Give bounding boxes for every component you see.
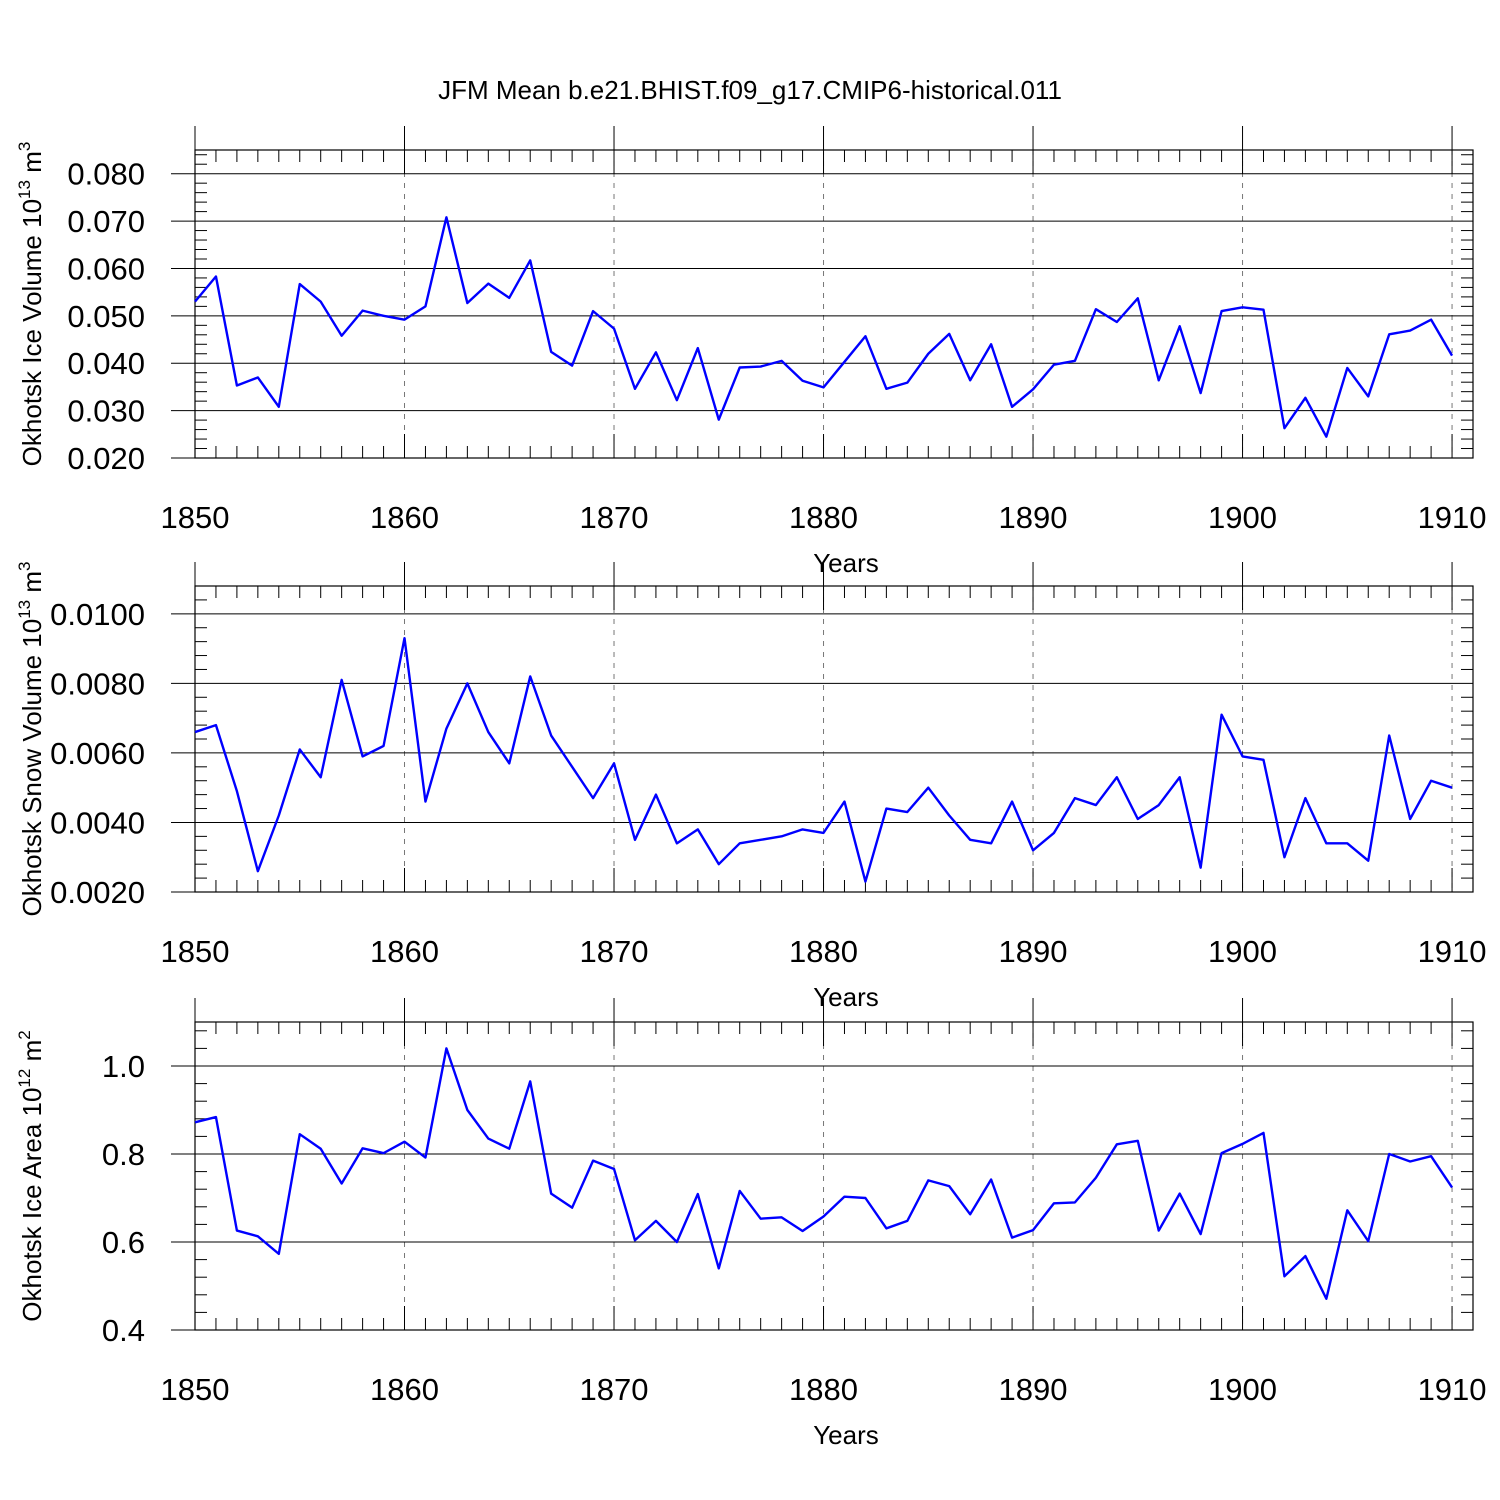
x-tick-label: 1890 xyxy=(999,1372,1068,1407)
x-tick-label: 1900 xyxy=(1208,934,1277,969)
x-tick-label: 1910 xyxy=(1418,934,1487,969)
y-axis-title-part: 13 xyxy=(15,180,34,199)
panel-2: 0.0020 0.0040 0.0060 0.0080 0.0100 1850 1860 18… xyxy=(15,562,1487,1013)
y-tick-label: 0.060 xyxy=(67,251,145,286)
y-axis-title-part: 2 xyxy=(15,1030,34,1039)
y-tick-label: 0.080 xyxy=(67,157,145,192)
y-axis-title: Okhotsk Ice Area 1012 m2 xyxy=(15,1030,47,1321)
y-tick-label: 0.030 xyxy=(67,394,145,429)
x-tick-label: 1890 xyxy=(999,500,1068,535)
y-axis-title-part: 3 xyxy=(15,562,34,571)
y-tick-label: 0.070 xyxy=(67,204,145,239)
y-tick-label: 0.6 xyxy=(102,1225,145,1260)
y-axis-title-part: 13 xyxy=(15,600,34,619)
y-axis-title-part: Okhotsk Snow Volume 10 xyxy=(17,619,47,917)
y-axis-title: Okhotsk Ice Volume 1013 m3 xyxy=(15,142,47,467)
x-tick-label: 1860 xyxy=(370,934,439,969)
x-tick-label: 1880 xyxy=(789,500,858,535)
x-tick-label: 1910 xyxy=(1418,1372,1487,1407)
panel-3: 0.4 0.6 0.8 1.0 1850 1860 1870 1880 1890 1900 1910… xyxy=(15,998,1487,1450)
x-tick-label: 1860 xyxy=(370,500,439,535)
y-axis-title-part: 3 xyxy=(15,142,34,151)
series-line xyxy=(194,216,1454,438)
y-tick-label: 1.0 xyxy=(102,1049,145,1084)
x-tick-label: 1860 xyxy=(370,1372,439,1407)
x-tick-label: 1910 xyxy=(1418,500,1487,535)
x-tick-label: 1850 xyxy=(161,1372,230,1407)
y-tick-label: 0.050 xyxy=(67,299,145,334)
series-line xyxy=(194,1047,1454,1300)
x-tick-label: 1900 xyxy=(1208,1372,1277,1407)
panel-1: 0.020 0.030 0.040 0.050 0.060 0.070 0.080 1850 1… xyxy=(15,126,1487,578)
y-axis-title-part: m xyxy=(17,571,47,600)
y-tick-label: 0.0060 xyxy=(50,736,145,771)
series-line xyxy=(194,636,1453,883)
x-tick-label: 1880 xyxy=(789,1372,858,1407)
x-axis-title: Years xyxy=(813,548,879,578)
y-axis-title-part: m xyxy=(17,1040,47,1069)
x-tick-label: 1870 xyxy=(580,1372,649,1407)
y-axis-title-part: Okhotsk Ice Area 10 xyxy=(17,1088,47,1322)
x-tick-label: 1850 xyxy=(161,934,230,969)
x-axis-title: Years xyxy=(813,1420,879,1450)
y-axis-title: Okhotsk Snow Volume 1013 m3 xyxy=(15,562,47,917)
panels: 0.020 0.030 0.040 0.050 0.060 0.070 0.080 1850 1… xyxy=(15,126,1487,1450)
x-tick-label: 1900 xyxy=(1208,500,1277,535)
x-tick-label: 1870 xyxy=(580,934,649,969)
x-tick-label: 1850 xyxy=(161,500,230,535)
y-tick-label: 0.4 xyxy=(102,1313,145,1348)
y-tick-label: 0.0100 xyxy=(50,597,145,632)
y-tick-label: 0.020 xyxy=(67,441,145,476)
y-axis-title-part: Okhotsk Ice Volume 10 xyxy=(17,199,47,466)
plot-frame xyxy=(194,1021,1474,1331)
y-axis-title-part: 12 xyxy=(15,1069,34,1088)
x-axis-title: Years xyxy=(813,982,879,1012)
x-tick-label: 1870 xyxy=(580,500,649,535)
y-tick-label: 0.040 xyxy=(67,346,145,381)
x-tick-label: 1880 xyxy=(789,934,858,969)
y-tick-label: 0.0080 xyxy=(50,666,145,701)
x-tick-label: 1890 xyxy=(999,934,1068,969)
y-tick-label: 0.0040 xyxy=(50,805,145,840)
y-axis-title-part: m xyxy=(17,151,47,180)
figure-title: JFM Mean b.e21.BHIST.f09_g17.CMIP6-histo… xyxy=(438,75,1062,105)
y-tick-label: 0.8 xyxy=(102,1137,145,1172)
y-tick-label: 0.0020 xyxy=(50,875,145,910)
